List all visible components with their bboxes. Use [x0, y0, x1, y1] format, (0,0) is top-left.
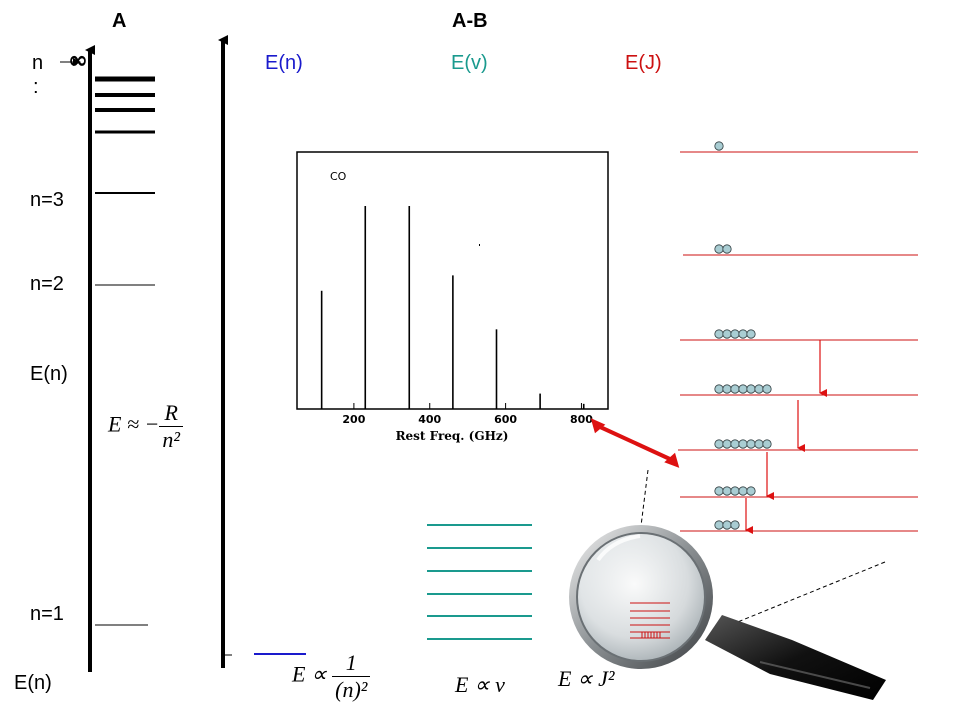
- population-dot: [722, 384, 732, 394]
- population-dot: [714, 439, 724, 449]
- population-dot: [722, 329, 732, 339]
- population-dot: [714, 520, 724, 530]
- population-dot: [754, 384, 764, 394]
- molecular-energy-axis: [218, 35, 306, 668]
- en-bottom-label: E(n): [14, 672, 52, 694]
- population-dot: [730, 439, 740, 449]
- x-tick-label-400: 400: [418, 413, 441, 426]
- correspondence-double-arrow: [590, 418, 680, 468]
- n3-label: n=3: [30, 189, 64, 211]
- population-dot: [714, 486, 724, 496]
- hydrogen-energy-axis: [60, 45, 95, 672]
- infinity-label: ∞: [68, 46, 88, 74]
- magnifying-glass-icon: [569, 525, 886, 700]
- header-a: A: [112, 10, 127, 32]
- population-dot: [722, 244, 732, 254]
- population-dot: [738, 439, 748, 449]
- population-dot: [738, 486, 748, 496]
- magnified-levels: [630, 602, 670, 639]
- n-symbol-label: n: [32, 52, 44, 74]
- population-dot: [730, 520, 740, 530]
- population-dot: [714, 141, 724, 151]
- vibrational-levels: [427, 524, 532, 640]
- n1-label: n=1: [30, 603, 64, 625]
- population-dot: [746, 329, 756, 339]
- x-tick-label-200: 200: [342, 413, 365, 426]
- population-dot: [722, 439, 732, 449]
- population-dot: [762, 439, 772, 449]
- column-title-ev: E(v): [451, 52, 488, 74]
- population-dot: [730, 384, 740, 394]
- population-dot: [730, 486, 740, 496]
- header-ab: A-B: [452, 10, 488, 32]
- formula-vibration: E ∝ ν: [455, 672, 505, 697]
- column-title-ej: E(J): [625, 52, 662, 74]
- population-dot: [738, 329, 748, 339]
- spectrum-xlabel: Rest Freq. (GHz): [396, 429, 509, 443]
- population-dot: [722, 520, 732, 530]
- n2-label: n=2: [30, 273, 64, 295]
- population-dot: [714, 384, 724, 394]
- spectrum-molecule-label: CO: [330, 170, 347, 183]
- population-dot: [754, 439, 764, 449]
- population-dot: [722, 486, 732, 496]
- population-dot: [714, 329, 724, 339]
- population-dot: [714, 244, 724, 254]
- population-dot: [730, 329, 740, 339]
- population-dot: [738, 384, 748, 394]
- formula-quantum-well: E ∝ 1 (n)²: [292, 650, 371, 703]
- hydrogen-levels: [95, 76, 155, 626]
- population-dot: [762, 384, 772, 394]
- rotational-levels: [678, 141, 918, 532]
- x-tick-label-800: 800: [570, 413, 593, 426]
- population-dot: [746, 439, 756, 449]
- en-mid-label: E(n): [30, 363, 68, 385]
- column-title-en: E(n): [265, 52, 303, 74]
- population-dot: [746, 486, 756, 496]
- population-dot: [746, 384, 756, 394]
- co-spectrum-plot: 200 400 600 800 CO Rest Freq. (GHz): [296, 151, 609, 443]
- formula-rotation: E ∝ J²: [558, 666, 615, 691]
- x-tick-label-600: 600: [494, 413, 517, 426]
- rotational-transitions: [745, 340, 827, 534]
- n-colon-label: :: [33, 76, 39, 98]
